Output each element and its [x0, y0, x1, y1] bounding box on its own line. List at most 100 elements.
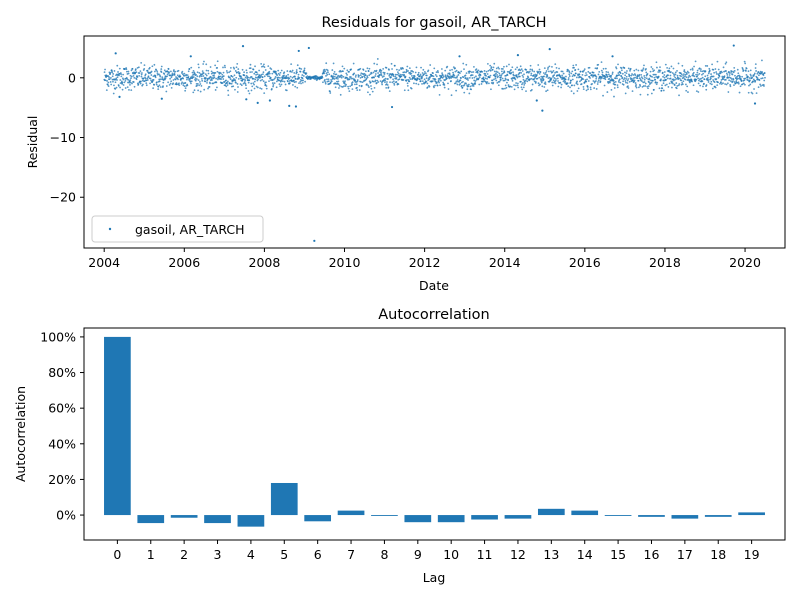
residual-point — [561, 70, 564, 73]
x-tick-label: 6 — [314, 547, 322, 562]
residual-point — [661, 87, 664, 90]
residual-point — [352, 62, 355, 65]
residual-point — [322, 81, 324, 84]
residual-point — [240, 84, 243, 87]
residual-point — [255, 71, 258, 74]
residual-outlier-point — [611, 55, 614, 58]
residual-point — [344, 80, 346, 83]
residual-point — [442, 81, 445, 84]
residual-point — [581, 73, 584, 76]
residual-point — [115, 86, 118, 89]
residual-point — [726, 82, 729, 85]
residual-point — [610, 76, 612, 78]
residual-point — [224, 66, 226, 69]
residual-point — [754, 67, 757, 69]
residual-point — [646, 93, 649, 96]
residual-point — [324, 82, 327, 85]
residual-point — [637, 79, 640, 82]
residual-point — [465, 63, 468, 66]
residual-point — [200, 75, 203, 78]
residual-point — [677, 84, 680, 87]
residual-point — [724, 78, 727, 81]
residual-point — [603, 84, 606, 87]
residual-point — [693, 75, 696, 78]
residual-point — [662, 82, 665, 85]
residual-point — [190, 66, 193, 69]
residual-point — [226, 80, 229, 83]
residual-point — [398, 69, 401, 72]
residual-point — [655, 61, 658, 64]
residual-point — [395, 77, 398, 79]
residual-point — [559, 81, 562, 84]
residual-point — [550, 78, 553, 81]
residual-outlier-point — [313, 239, 316, 242]
residual-point — [647, 87, 649, 90]
residual-point — [436, 70, 439, 72]
residual-point — [524, 82, 526, 85]
residual-point — [261, 76, 264, 79]
residual-point — [112, 73, 115, 75]
residual-point — [624, 71, 626, 74]
residual-point — [520, 72, 523, 74]
residual-point — [203, 60, 205, 63]
residual-point — [258, 69, 261, 72]
residual-point — [731, 73, 734, 76]
autocorrelation-bar — [371, 515, 398, 516]
residual-point — [265, 81, 267, 84]
residual-point — [570, 90, 573, 93]
residual-point — [423, 78, 426, 81]
residual-point — [643, 75, 646, 77]
residual-point — [386, 72, 389, 75]
residual-point — [126, 70, 128, 73]
residual-point — [421, 72, 424, 74]
residual-point — [669, 77, 672, 80]
residual-point — [548, 65, 551, 68]
residual-point — [577, 87, 580, 90]
residual-point — [734, 74, 736, 77]
residual-point — [758, 79, 761, 82]
residual-point — [234, 70, 237, 72]
residual-point — [643, 78, 646, 81]
residual-point — [273, 82, 276, 84]
residual-point — [469, 85, 472, 88]
residual-point — [573, 74, 576, 77]
residual-point — [530, 77, 533, 80]
residual-point — [469, 70, 471, 73]
residual-point — [627, 87, 630, 89]
residual-point — [749, 73, 752, 76]
residual-point — [205, 77, 207, 80]
residual-point — [605, 73, 608, 76]
residual-point — [223, 81, 226, 83]
residual-point — [150, 79, 152, 82]
residual-point — [496, 71, 499, 74]
residual-point — [409, 71, 412, 74]
residual-point — [693, 65, 695, 68]
residual-point — [202, 63, 205, 65]
residual-point — [569, 86, 571, 89]
residual-point — [201, 77, 203, 80]
residual-point — [121, 88, 124, 91]
residual-point — [402, 67, 404, 70]
residual-point — [749, 83, 752, 86]
residual-point — [109, 81, 112, 83]
residual-point — [338, 87, 340, 89]
residual-point — [701, 76, 704, 79]
residual-point — [691, 80, 693, 83]
residual-point — [707, 79, 710, 81]
residual-point — [235, 66, 238, 69]
residual-point — [678, 77, 681, 80]
residual-point — [293, 81, 296, 84]
residual-point — [373, 76, 375, 79]
residual-point — [330, 78, 332, 81]
residual-point — [736, 77, 739, 80]
residual-point — [691, 67, 694, 70]
residual-point — [341, 65, 344, 68]
residual-point — [340, 76, 343, 79]
residual-point — [448, 73, 451, 76]
residual-point — [506, 70, 509, 73]
residual-point — [435, 75, 438, 78]
residual-point — [289, 70, 292, 72]
residual-point — [633, 79, 636, 82]
residual-point — [711, 63, 713, 66]
residual-point — [398, 78, 401, 81]
